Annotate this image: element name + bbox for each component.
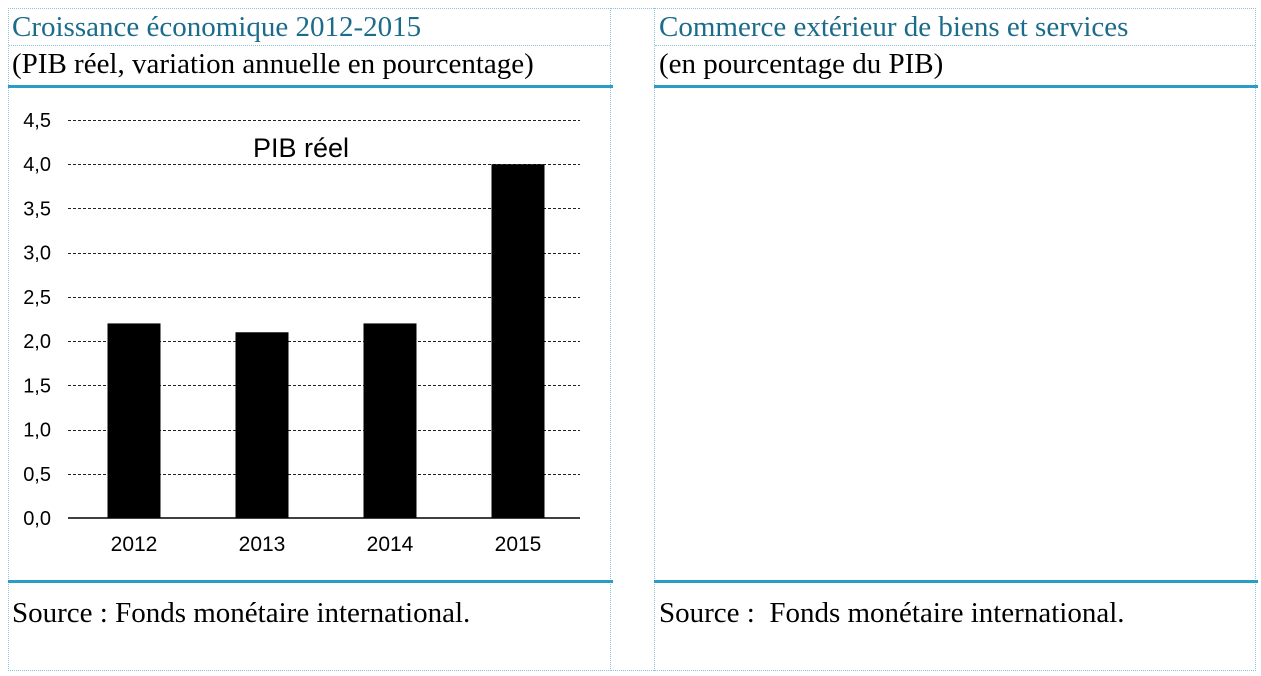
series-label: PIB réel xyxy=(253,133,349,163)
footer-rule xyxy=(654,580,1258,583)
y-tick-label: 0,0 xyxy=(23,508,51,530)
y-tick-label: 3,5 xyxy=(23,198,51,220)
source-note: Source : Fonds monétaire international. xyxy=(659,597,1125,629)
x-tick-label: 2012 xyxy=(111,533,158,556)
bar-2014 xyxy=(363,323,417,518)
x-tick-label: 2015 xyxy=(495,533,542,556)
x-tick-label: 2014 xyxy=(367,533,414,556)
gdp-bar-chart: 0,0 0,5 1,0 1,5 2,0 2,5 3,0 3,5 4,0 4,5 2012 2013 20… xyxy=(23,110,580,556)
y-tick-label: 3,0 xyxy=(23,243,51,265)
y-tick-label: 1,5 xyxy=(23,375,51,397)
panel-title: Commerce extérieur de biens et services xyxy=(655,9,1255,46)
header-rule xyxy=(654,85,1258,88)
footer-rule xyxy=(8,580,613,583)
chart-area-empty xyxy=(655,88,1256,580)
y-tick-label: 1,0 xyxy=(23,420,51,442)
y-tick-label: 0,5 xyxy=(23,464,51,486)
bar-2012 xyxy=(107,323,161,518)
y-tick-label: 2,5 xyxy=(23,287,51,309)
bar-2015 xyxy=(491,164,545,518)
y-tick-label: 4,5 xyxy=(23,110,51,132)
bar-2013 xyxy=(235,332,289,518)
panel-subtitle: (PIB réel, variation annuelle en pourcen… xyxy=(12,48,534,80)
source-note: Source : Fonds monétaire international. xyxy=(12,597,471,629)
frame-top-line xyxy=(611,8,654,9)
y-tick-label: 2,0 xyxy=(23,331,51,353)
panel-economic-growth: Croissance économique 2012-2015 (PIB rée… xyxy=(8,8,613,671)
chart-area: 0,0 0,5 1,0 1,5 2,0 2,5 3,0 3,5 4,0 4,5 2012 2013 20… xyxy=(9,88,610,580)
panel-subtitle: (en pourcentage du PIB) xyxy=(659,48,944,80)
header-rule xyxy=(8,85,613,88)
panel-external-trade: Commerce extérieur de biens et services … xyxy=(654,8,1258,671)
y-tick-label: 4,0 xyxy=(23,154,51,176)
panel-title: Croissance économique 2012-2015 xyxy=(9,9,610,46)
x-tick-label: 2013 xyxy=(239,533,286,556)
frame-bottom-line xyxy=(611,670,654,671)
